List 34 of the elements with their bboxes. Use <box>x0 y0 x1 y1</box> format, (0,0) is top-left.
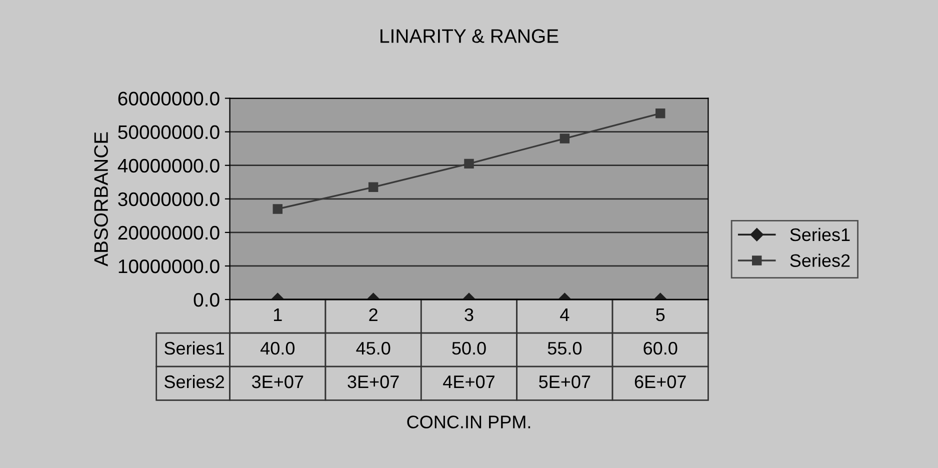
x-tick-label: 5 <box>656 308 665 322</box>
x-tick-label: 4 <box>560 308 570 321</box>
data-label: 45.0 <box>356 342 390 355</box>
data-label: 40.0 <box>260 342 295 355</box>
y-tick-label: 10000000.0 <box>118 259 220 274</box>
data-label: 4E+07 <box>443 375 494 388</box>
text: CONC.IN PPM. <box>407 416 530 428</box>
x-tick-label: 1 <box>274 308 282 321</box>
x-tick-label: 2 <box>369 308 378 321</box>
x-tick-label: 3 <box>464 308 474 322</box>
data-label: 3E+07 <box>348 375 399 388</box>
data-label: 60.0 <box>644 342 678 355</box>
y-tick-label: 50000000.0 <box>118 125 220 140</box>
chart-title: LINARITY & RANGE <box>380 29 558 43</box>
y-tick-label: 60000000.0 <box>118 92 220 106</box>
data-label: 6E+07 <box>634 375 686 388</box>
point <box>368 182 378 192</box>
text: Series1 <box>164 341 224 355</box>
legend-label: Series1 <box>790 228 850 242</box>
point <box>560 134 570 144</box>
legend-label: Series2 <box>790 254 850 267</box>
y-axis-title: ABSORBANCE <box>94 132 108 266</box>
y-tick-label: 30000000.0 <box>118 192 220 206</box>
text: Series2 <box>164 374 224 388</box>
data-label: 5E+07 <box>539 375 590 388</box>
data-label: 55.0 <box>548 342 582 355</box>
data-label: 3E+07 <box>252 375 304 388</box>
y-tick-label: 20000000.0 <box>118 226 220 240</box>
y-tick-label: 0.0 <box>194 292 220 307</box>
data-label: 50.0 <box>452 342 486 355</box>
point <box>655 108 666 118</box>
point <box>464 158 474 169</box>
point <box>272 204 283 214</box>
y-tick-label: 40000000.0 <box>118 158 220 173</box>
